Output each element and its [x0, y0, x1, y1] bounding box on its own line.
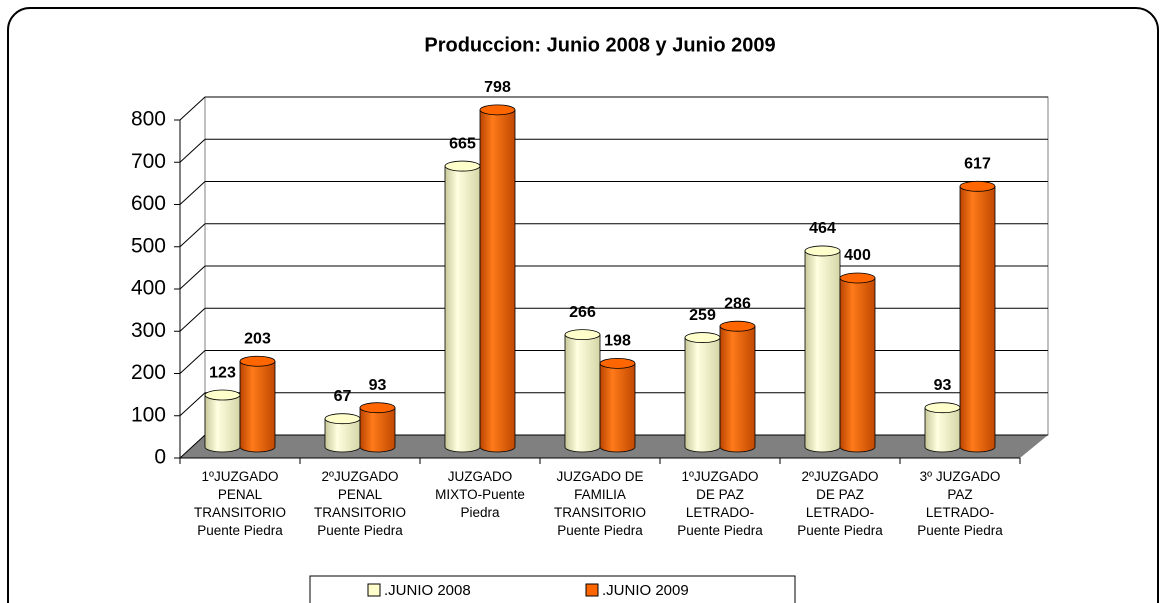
bar-top	[839, 272, 876, 284]
data-label: 464	[809, 220, 836, 237]
data-label: 93	[934, 377, 952, 394]
data-label: 93	[369, 377, 387, 394]
data-label: 123	[209, 364, 236, 381]
bar-top	[599, 357, 636, 369]
bar-top	[204, 389, 241, 401]
bar	[599, 362, 636, 453]
data-label: 286	[724, 295, 751, 312]
bar	[359, 407, 396, 453]
legend-swatch	[585, 583, 599, 597]
legend-label: .JUNIO 2008	[384, 582, 471, 599]
bar	[444, 165, 481, 453]
x-tick-label: 1ºJUZGADO PENAL TRANSITORIO Puente Piedra	[194, 469, 286, 538]
bar-top	[444, 160, 481, 172]
y-tick-label: 400	[131, 277, 166, 300]
bar	[959, 185, 996, 453]
bar-top	[684, 332, 721, 343]
bar-top	[324, 413, 361, 425]
y-tick-label: 500	[131, 234, 166, 257]
y-tick-label: 700	[131, 150, 166, 173]
grid-line	[179, 434, 206, 459]
grid-line	[179, 96, 206, 121]
bar	[684, 337, 721, 453]
chart-title: Produccion: Junio 2008 y Junio 2009	[424, 34, 775, 56]
bar-top	[479, 104, 516, 116]
bar	[204, 394, 241, 453]
y-tick-label: 0	[154, 446, 166, 469]
data-label: 259	[689, 307, 716, 324]
y-tick-label: 600	[131, 192, 166, 215]
data-label: 203	[244, 330, 271, 347]
bar	[804, 250, 841, 453]
y-tick-label: 800	[131, 108, 166, 131]
bar	[839, 277, 876, 453]
y-tick-label: 200	[131, 361, 166, 384]
x-tick-label: 3º JUZGADO PAZ LETRADO-Puente Piedra	[917, 469, 1003, 538]
grid-line	[179, 265, 206, 290]
bar-top	[359, 402, 396, 414]
bar-top	[564, 329, 601, 341]
bar-top	[719, 320, 756, 332]
bar	[564, 334, 601, 453]
legend-swatch	[367, 583, 381, 597]
bar-top	[804, 245, 841, 257]
grid-line	[179, 307, 206, 332]
bar-top	[239, 355, 276, 367]
data-label: 617	[964, 156, 991, 173]
bar-top	[924, 402, 961, 414]
x-tick-label: 1ºJUZGADO DE PAZ LETRADO-Puente Piedra	[677, 469, 763, 538]
data-label: 266	[569, 304, 596, 321]
data-label: 198	[604, 333, 631, 350]
data-label: 67	[334, 388, 352, 405]
grid-line	[179, 223, 206, 248]
grid-line	[179, 392, 206, 417]
bar	[479, 109, 516, 453]
y-tick-label: 100	[131, 403, 166, 426]
x-tick-label: JUZGADO MIXTO-Puente Piedra	[435, 469, 525, 520]
data-label: 798	[484, 79, 511, 96]
y-tick-label: 300	[131, 319, 166, 342]
legend-label: .JUNIO 2009	[602, 582, 689, 599]
bar	[719, 325, 756, 453]
x-tick-label: 2ºJUZGADO DE PAZ LETRADO-Puente Piedra	[797, 469, 883, 538]
legend	[309, 575, 796, 603]
grid-line	[179, 181, 206, 205]
bar-top	[959, 180, 996, 192]
x-tick-label: 2ºJUZGADO PENAL TRANSITORIO Puente Piedra	[314, 469, 406, 538]
data-label: 400	[844, 247, 871, 264]
bar	[924, 407, 961, 453]
x-tick-label: JUZGADO DE FAMILIA TRANSITORIO Puente Piedr…	[554, 469, 646, 538]
bar	[239, 360, 276, 453]
grid-line	[179, 138, 206, 163]
grid-line	[179, 350, 206, 374]
data-label: 665	[449, 135, 476, 152]
